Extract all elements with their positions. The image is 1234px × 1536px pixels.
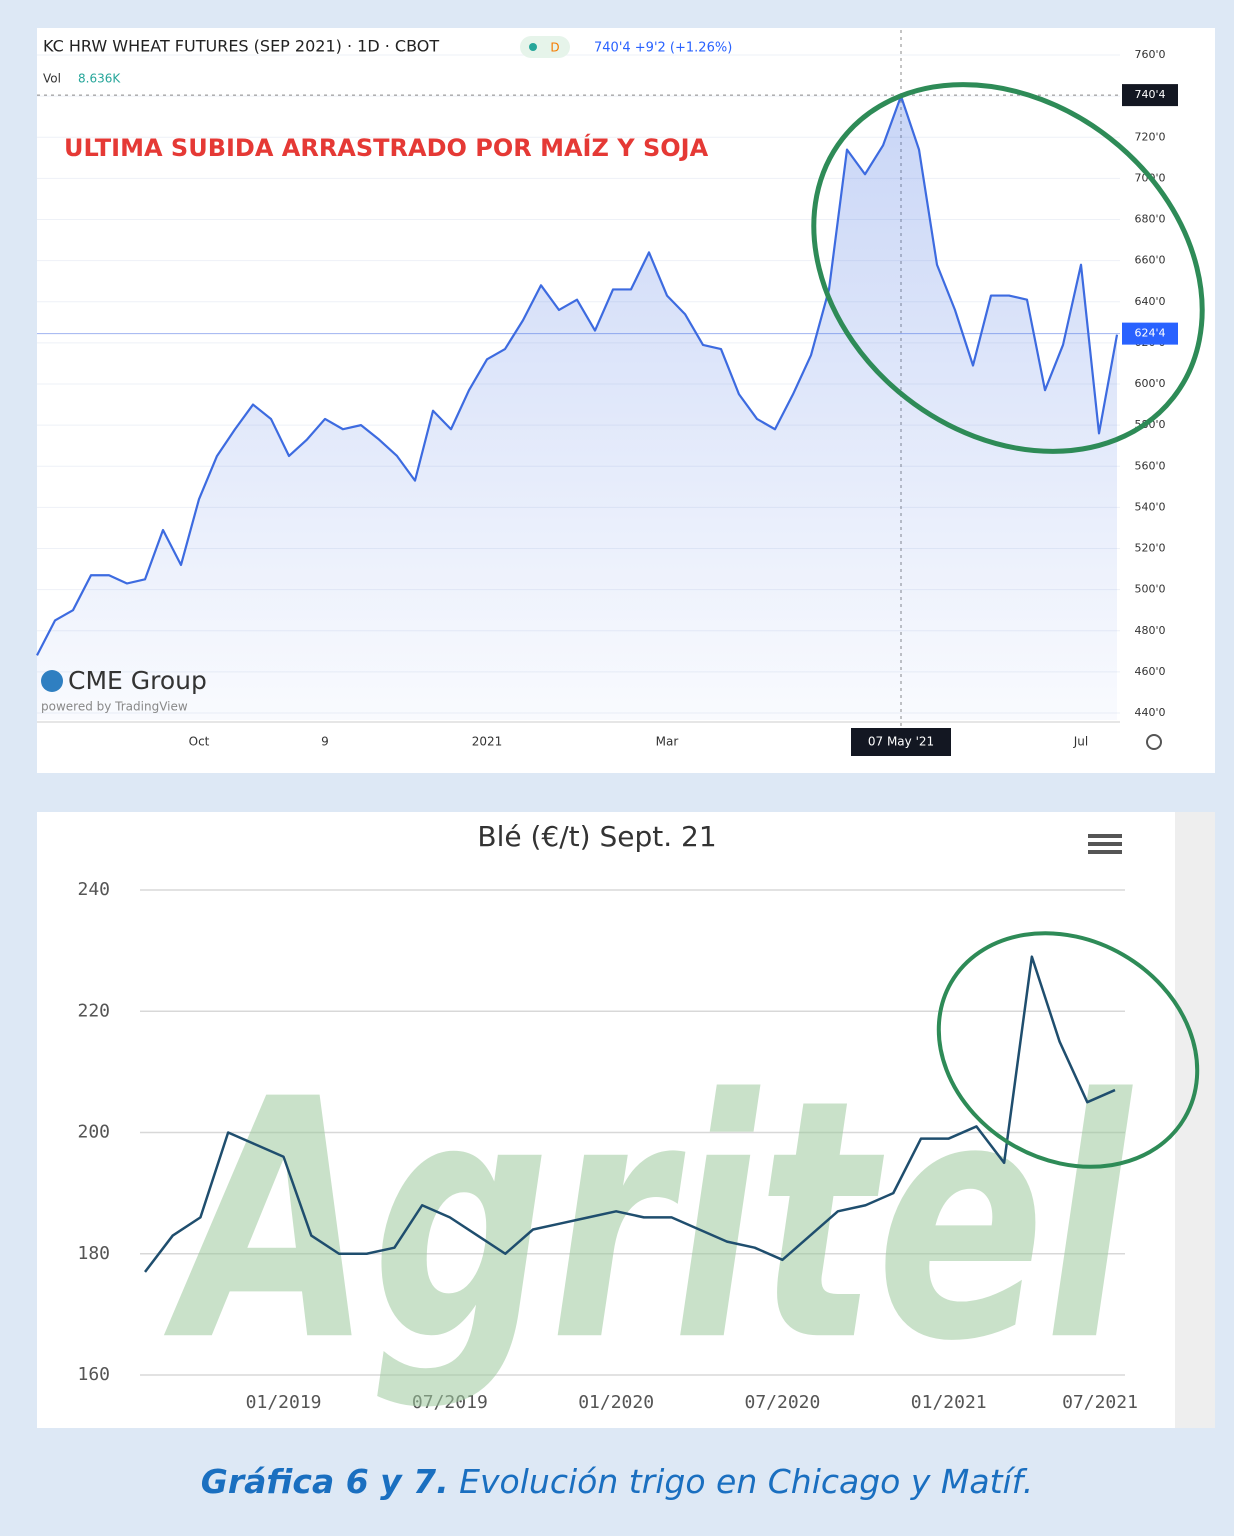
interval-badge: D [550,41,559,55]
watermark: Agritel [161,1029,1135,1413]
x-tick-label: 07/2020 [744,1392,820,1413]
price-label: 624'4 [1134,327,1165,340]
quote: 740'4 +9'2 (+1.26%) [594,41,732,56]
y-tick-label: 660'0 [1134,254,1165,267]
volume-value: 8.636K [78,72,121,86]
chart-title: KC HRW WHEAT FUTURES (SEP 2021) · 1D · C… [43,37,439,56]
price-label-box [1122,322,1178,345]
x-tick-label: 07/2019 [412,1392,488,1413]
highlight-ellipse [811,82,1205,454]
x-tick-label: 2021 [472,735,503,749]
y-tick-label: 680'0 [1134,213,1165,226]
x-tick-label: Oct [189,735,210,749]
x-tick-label: Jul [1073,735,1088,749]
area-fill [37,96,1117,720]
y-tick-label: 540'0 [1134,500,1165,513]
y-tick-label: 220 [77,1000,110,1021]
price-label-box [1122,84,1178,107]
highlight-ellipse [936,931,1200,1169]
logo: CME Group [68,666,207,695]
status-dot [529,43,537,51]
y-tick-label: 180 [77,1243,110,1264]
chart-title: Blé (€/t) Sept. 21 [477,820,716,853]
caption-text: Evolución trigo en Chicago y Matíf. [449,1462,1034,1501]
settings-icon[interactable] [1146,734,1162,750]
scrollbar [1175,812,1215,1428]
price-line [144,955,1116,1273]
caption: Gráfica 6 y 7. Evolución trigo en Chicag… [201,1462,1033,1501]
x-tick-label: 07/2021 [1062,1392,1138,1413]
y-tick-label: 720'0 [1134,130,1165,143]
x-tick-label: 01/2021 [911,1392,987,1413]
logo-icon [41,670,63,692]
menu-icon[interactable] [1088,834,1122,854]
x-tick-label: 01/2019 [246,1392,322,1413]
y-tick-label: 640'0 [1134,295,1165,308]
volume-label: Vol [43,72,61,86]
x-tick-label: Mar [656,735,679,749]
y-tick-label: 160 [77,1364,110,1385]
x-tick-label: 9 [321,735,329,749]
crosshair-date-box [851,728,951,756]
caption-bold: Gráfica 6 y 7. [201,1462,449,1501]
y-tick-label: 460'0 [1134,665,1165,678]
y-tick-label: 760'0 [1134,48,1165,61]
interval-badge-box [520,36,570,58]
y-tick-label: 600'0 [1134,377,1165,390]
chicago-chart: 440'0460'0480'0500'0520'0540'0560'0580'0… [36,30,1178,756]
x-tick-label: 01/2020 [578,1392,654,1413]
y-tick-label: 240 [77,879,110,900]
x-tick-label: 07 May '21 [868,735,934,749]
y-tick-label: 500'0 [1134,583,1165,596]
y-tick-label: 440'0 [1134,706,1165,719]
credit: powered by TradingView [41,700,188,714]
y-tick-label: 480'0 [1134,624,1165,637]
matif-chart: 160 180 200 220 240 01/2019 07/2019 01/2020 07/2… [77,820,1137,1413]
price-line [36,95,1119,656]
bottom-panel [37,812,1215,1428]
price-label: 740'4 [1134,88,1165,101]
annotation: ULTIMA SUBIDA ARRASTRADO POR MAÍZ Y SOJA [64,133,709,162]
y-tick-label: 560'0 [1134,459,1165,472]
y-tick-label: 200 [77,1122,110,1143]
y-tick-label: 520'0 [1134,542,1165,555]
